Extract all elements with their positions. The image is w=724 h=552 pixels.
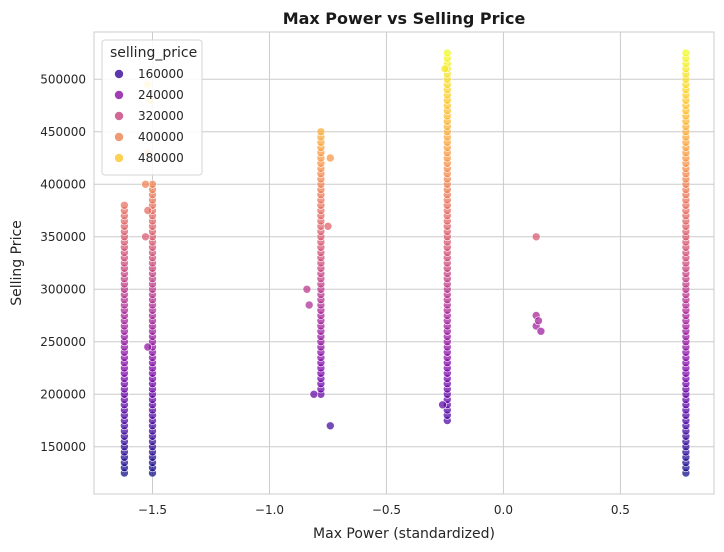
data-point — [681, 48, 691, 58]
data-point — [536, 326, 546, 336]
data-point — [304, 300, 314, 310]
legend-title: selling_price — [110, 45, 197, 61]
x-tick-label: −0.5 — [372, 503, 401, 517]
data-point — [531, 232, 541, 242]
y-tick-label: 350000 — [40, 230, 86, 244]
data-point — [143, 342, 153, 352]
data-point — [316, 127, 326, 137]
legend-marker — [114, 90, 124, 100]
legend-entries: 160000 240000 320000 400000 480000 — [114, 67, 184, 165]
legend-label: 240000 — [138, 88, 184, 102]
legend-marker — [114, 153, 124, 163]
y-tick-label: 150000 — [40, 440, 86, 454]
data-point — [141, 180, 150, 189]
y-tick-labels: 150000 200000 250000 300000 350000 400000 4500… — [40, 72, 86, 454]
data-point — [442, 48, 452, 58]
y-tick-label: 400000 — [40, 177, 86, 191]
legend-marker — [114, 69, 124, 79]
y-tick-label: 200000 — [40, 387, 86, 401]
legend: selling_price 160000 240000 320000 400000 48… — [101, 39, 203, 176]
data-point — [440, 64, 450, 74]
data-point — [325, 153, 335, 163]
data-point — [534, 316, 543, 326]
x-tick-label: 0.0 — [494, 503, 513, 517]
data-point — [438, 400, 447, 410]
legend-marker — [114, 132, 124, 142]
x-tick-labels: −1.5 −1.0 −0.5 0.0 0.5 — [138, 503, 630, 517]
data-point — [302, 284, 312, 294]
data-point — [309, 389, 319, 399]
data-point — [143, 206, 153, 215]
data-point — [120, 201, 129, 210]
y-tick-label: 500000 — [40, 72, 86, 86]
x-axis-title: Max Power (standardized) — [313, 526, 495, 542]
plot-frame — [93, 31, 715, 495]
y-tick-label: 450000 — [40, 125, 86, 139]
data-points — [120, 48, 691, 478]
data-point — [141, 232, 150, 242]
x-tick-label: −1.5 — [138, 503, 167, 517]
y-tick-label: 300000 — [40, 282, 86, 296]
legend-marker — [114, 111, 124, 121]
legend-label: 320000 — [138, 109, 184, 123]
legend-label: 480000 — [138, 151, 184, 165]
legend-box — [101, 39, 203, 176]
chart-title: Max Power vs Selling Price — [283, 9, 526, 28]
legend-label: 160000 — [138, 67, 184, 81]
y-tick-label: 250000 — [40, 335, 86, 349]
x-tick-label: 0.5 — [611, 503, 630, 517]
data-point — [325, 421, 335, 431]
x-tick-label: −1.0 — [255, 503, 284, 517]
data-point — [323, 222, 333, 231]
y-axis-title: Selling Price — [9, 220, 25, 306]
legend-label: 400000 — [138, 130, 184, 144]
